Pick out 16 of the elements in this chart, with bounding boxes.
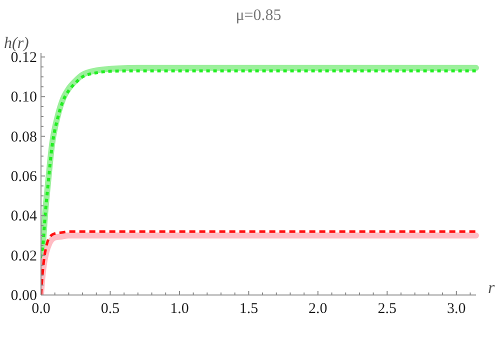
y-tick-label: 0.00	[10, 288, 37, 304]
x-tick-label: 0.5	[100, 301, 120, 317]
y-tick-label: 0.02	[10, 248, 37, 264]
y-tick-label: 0.04	[10, 208, 38, 225]
x-tick-label: 1.0	[170, 301, 189, 317]
x-tick-label: 0.0	[32, 301, 50, 317]
x-tick-label: 1.5	[239, 301, 258, 317]
x-tick-label: 2.0	[308, 301, 328, 317]
chart-title: μ=0.85	[236, 7, 282, 24]
x-tick-label: 2.5	[378, 301, 397, 317]
x-axis-title: r	[488, 278, 495, 297]
y-axis-title: h(r)	[4, 35, 29, 52]
y-tick-label: 0.08	[10, 129, 37, 146]
y-tick-label: 0.10	[10, 90, 37, 106]
y-tick-label: 0.06	[10, 168, 38, 185]
x-tick-label: 3.0	[447, 301, 466, 317]
